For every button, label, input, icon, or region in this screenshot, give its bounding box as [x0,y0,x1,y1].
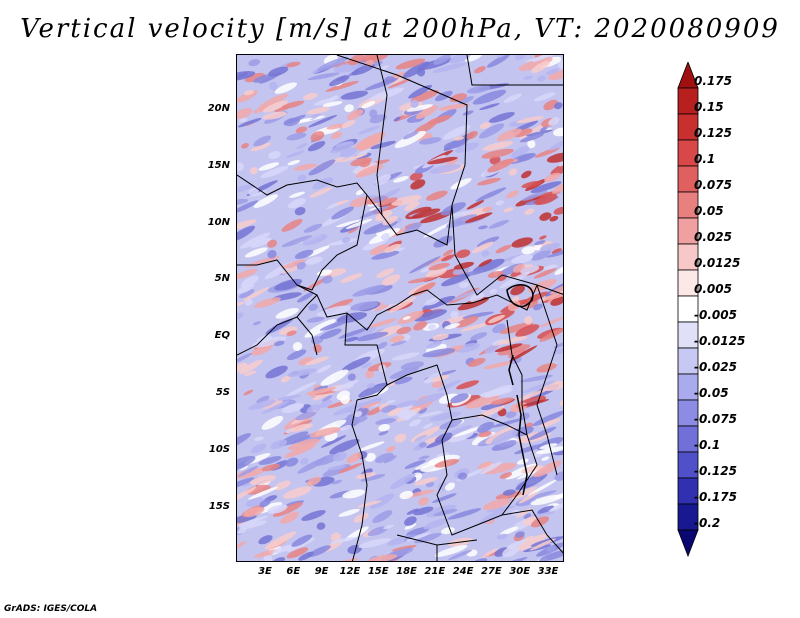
colorbar-label: -0.175 [694,490,737,504]
border-line [296,294,318,318]
colorbar-label: -0.2 [694,516,721,530]
colorbar-label: -0.025 [694,360,737,374]
border-line [506,319,528,436]
border-line [237,194,368,291]
border-line [536,284,558,476]
colorbar-label: -0.1 [694,438,721,452]
colorbar-label: 0.05 [694,204,724,218]
colorbar-label: 0.0125 [694,256,741,270]
colorbar-label: 0.125 [694,126,732,140]
x-tick-label: 27E [481,566,502,577]
colorbar-label: -0.125 [694,464,737,478]
y-tick-label: 20N [207,103,230,114]
colorbar [677,62,699,558]
x-tick-label: 15E [367,566,389,577]
colorbar-segment [677,529,699,558]
y-tick-label: EQ [214,330,230,342]
x-tick-label: 18E [396,566,417,577]
y-tick-label: 10N [207,216,230,228]
map-panel [236,54,564,562]
y-tick-label: 10S [208,443,230,455]
border-line [376,55,388,216]
colorbar-label: 0.025 [694,230,732,244]
lake-outline [516,394,528,496]
y-tick-label: 15S [208,500,230,512]
chart-title: Vertical velocity [m/s] at 200hPa, VT: 2… [20,14,780,44]
colorbar-label: 0.075 [694,178,732,192]
x-tick-label: 6E [286,566,301,577]
x-tick-label: 12E [339,566,361,577]
y-tick-label: 15N [207,159,230,171]
colorbar-label: -0.0125 [694,334,746,348]
colorbar-label: -0.005 [694,308,737,322]
border-line [237,174,453,246]
border-line [386,364,563,554]
border-line [237,316,318,356]
border-line [466,55,563,86]
border-line [396,534,478,546]
border-line [351,399,368,561]
country-borders [237,55,563,561]
colorbar-label: 0.005 [694,282,732,296]
credit-text: GrADS: IGES/COLA [4,604,98,614]
lake-outline [506,284,534,308]
border-line [336,55,563,296]
lake-outline [508,354,514,386]
colorbar-label: 0.15 [694,100,724,114]
colorbar-label: 0.1 [694,152,716,166]
border-line [296,284,538,331]
border-line [344,312,388,401]
x-tick-label: 21E [424,566,446,577]
x-tick-label: 3E [258,566,272,577]
y-tick-label: 5S [215,387,230,398]
x-tick-label: 33E [537,566,559,577]
x-tick-label: 30E [509,566,531,577]
x-tick-label: 9E [314,566,329,577]
colorbar-label: 0.175 [694,74,732,88]
y-tick-label: 5N [214,273,230,285]
colorbar-label: -0.05 [694,386,729,400]
colorbar-label: -0.075 [694,412,737,426]
x-tick-label: 24E [452,566,474,577]
